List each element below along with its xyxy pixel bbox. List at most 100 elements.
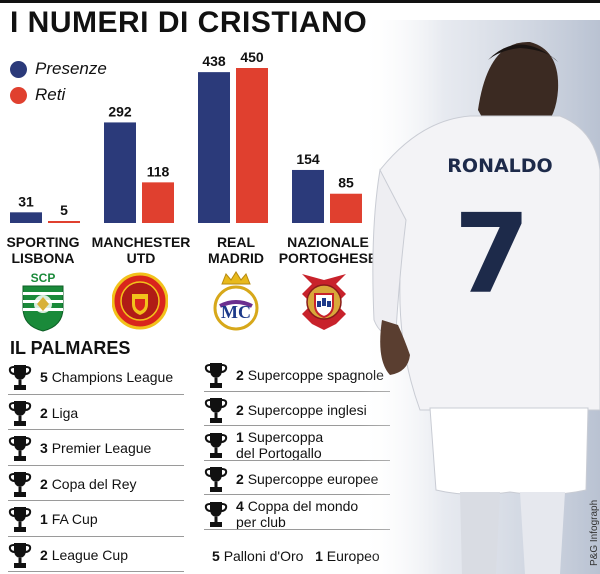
palmares-item-text: 2 Supercoppe europee <box>236 471 378 487</box>
club-name-line: MADRID <box>208 250 264 266</box>
legend-label-reti: Reti <box>35 85 66 104</box>
bar-reti-2 <box>236 68 268 223</box>
data-label-reti-1: 118 <box>147 163 170 179</box>
real-madrid-crest-icon: MC <box>213 271 259 331</box>
data-label-presenze-3: 154 <box>296 151 320 167</box>
fa-cup-icon <box>8 507 32 532</box>
palmares-item: 2 League Cup <box>8 540 128 570</box>
data-label-reti-3: 85 <box>338 175 354 191</box>
palmares-separator <box>204 459 390 461</box>
premier-trophy-icon <box>8 436 32 461</box>
trophy-count: 1 <box>40 511 48 527</box>
chart-legend: Presenze Reti <box>10 56 107 108</box>
bar-presenze-1 <box>104 122 136 223</box>
palmares-item: 2 Liga <box>8 398 78 428</box>
community-shield-icon <box>204 397 228 423</box>
bar-chart: 31 5 292 118 438 450 154 85 <box>10 49 362 223</box>
trophy-name: Supercoppa <box>247 429 324 445</box>
shorts <box>429 407 589 496</box>
palmares-separator <box>204 528 390 530</box>
uefa-supercup-icon <box>204 466 228 492</box>
palmares-separator <box>8 571 184 572</box>
trophy-name: League Cup <box>51 546 128 563</box>
legend-item-presenze: Presenze <box>10 56 107 82</box>
palmares-item: 5 Champions League <box>8 362 173 392</box>
club-world-cup-icon <box>204 502 228 527</box>
palmares-separator <box>8 393 184 395</box>
data-label-presenze-1: 292 <box>108 103 132 119</box>
trophy-name: Liga <box>51 404 79 421</box>
palmares-separator <box>8 429 184 430</box>
palmares-separator <box>8 500 184 501</box>
ballon-count: 5 <box>212 548 220 564</box>
palmares-separator <box>204 494 390 495</box>
shirt-number: 7 <box>454 190 531 318</box>
data-label-presenze-2: 438 <box>202 53 226 69</box>
palmares-separator <box>204 390 390 392</box>
palmares-separator <box>204 425 390 426</box>
data-label-reti-0: 5 <box>60 202 68 218</box>
legend-item-reti: Reti <box>10 82 107 108</box>
club-name-line: LISBONA <box>11 250 75 266</box>
palmares-item-text: 4 Coppa del mondo per club <box>236 498 358 530</box>
credit-label: P&G Infograph <box>589 500 600 566</box>
trophy-count: 2 <box>40 475 48 492</box>
trophy-name-second-line: per club <box>236 514 286 530</box>
bar-reti-1 <box>142 182 174 223</box>
bar-reti-3 <box>330 193 362 223</box>
bar-presenze-0 <box>10 212 42 223</box>
trophy-count: 2 <box>236 367 244 383</box>
palmares-item-text: 2 Copa del Rey <box>40 476 137 492</box>
sporting-crest-icon: SCP <box>22 271 64 332</box>
palmares-item: 2 Supercoppe spagnole <box>204 360 384 390</box>
palmares-item: 4 Coppa del mondo per club <box>204 498 358 530</box>
manchester-united-crest-icon <box>112 272 168 330</box>
club-name-real: REAL MADRID <box>181 234 291 266</box>
palmares-item-text: 2 Supercoppe spagnole <box>236 367 384 383</box>
trophy-count: 5 <box>40 369 48 385</box>
ballon-name: Palloni d'Oro <box>223 548 304 564</box>
bar-reti-0 <box>48 221 80 223</box>
big-ears-cup-icon <box>8 365 32 390</box>
liga-trophy-icon <box>8 400 32 426</box>
club-name-line: UTD <box>126 250 156 266</box>
club-name-line: SPORTING <box>6 234 80 250</box>
euro-count: 1 <box>315 548 323 564</box>
data-label-reti-2: 450 <box>240 49 264 65</box>
trophy-name: Copa del Rey <box>51 475 137 492</box>
svg-text:SCP: SCP <box>31 271 56 285</box>
page-title: I NUMERI DI CRISTIANO <box>10 6 368 39</box>
trophy-name: Supercoppe inglesi <box>247 401 367 418</box>
supertaca-icon <box>204 433 228 458</box>
portugal-crest-icon <box>302 274 346 330</box>
club-name-manchester: MANCHESTER UTD <box>86 234 196 266</box>
left-leg <box>460 492 500 574</box>
palmares-separator <box>8 464 184 466</box>
hair <box>488 44 558 62</box>
data-label-presenze-0: 31 <box>18 193 34 209</box>
palmares-item-text: 1 FA Cup <box>40 511 98 527</box>
trophy-count: 2 <box>40 404 48 421</box>
palmares-item: 1 FA Cup <box>8 504 98 534</box>
trophy-count: 2 <box>40 546 48 563</box>
head <box>478 41 559 135</box>
svg-text:MC: MC <box>221 302 251 322</box>
club-name-line: REAL <box>216 234 256 250</box>
supercopa-spain-icon <box>204 363 228 388</box>
club-name-portugal: NAZIONALE PORTOGHESE <box>273 234 383 266</box>
trophy-count: 1 <box>236 429 244 445</box>
club-name-line: PORTOGHESE <box>278 250 378 266</box>
copa-del-rey-icon <box>8 471 32 497</box>
trophy-name: Supercoppe europee <box>247 470 379 487</box>
palmares-item: 2 Supercoppe inglesi <box>204 395 367 425</box>
credit-text: P&G Infograph <box>589 500 600 566</box>
legend-swatch-reti <box>10 86 27 104</box>
legend-swatch-presenze <box>10 60 27 78</box>
palmares-title: IL PALMARES <box>10 338 131 358</box>
trophy-count: 2 <box>236 470 244 487</box>
legend-label-presenze: Presenze <box>35 59 107 78</box>
palmares-extra-row: 5 Palloni d'Oro 1 Europeo <box>212 548 380 564</box>
bar-presenze-2 <box>198 72 230 223</box>
palmares-item-text: 3 Premier League <box>40 440 151 456</box>
trophy-name: FA Cup <box>51 511 98 527</box>
